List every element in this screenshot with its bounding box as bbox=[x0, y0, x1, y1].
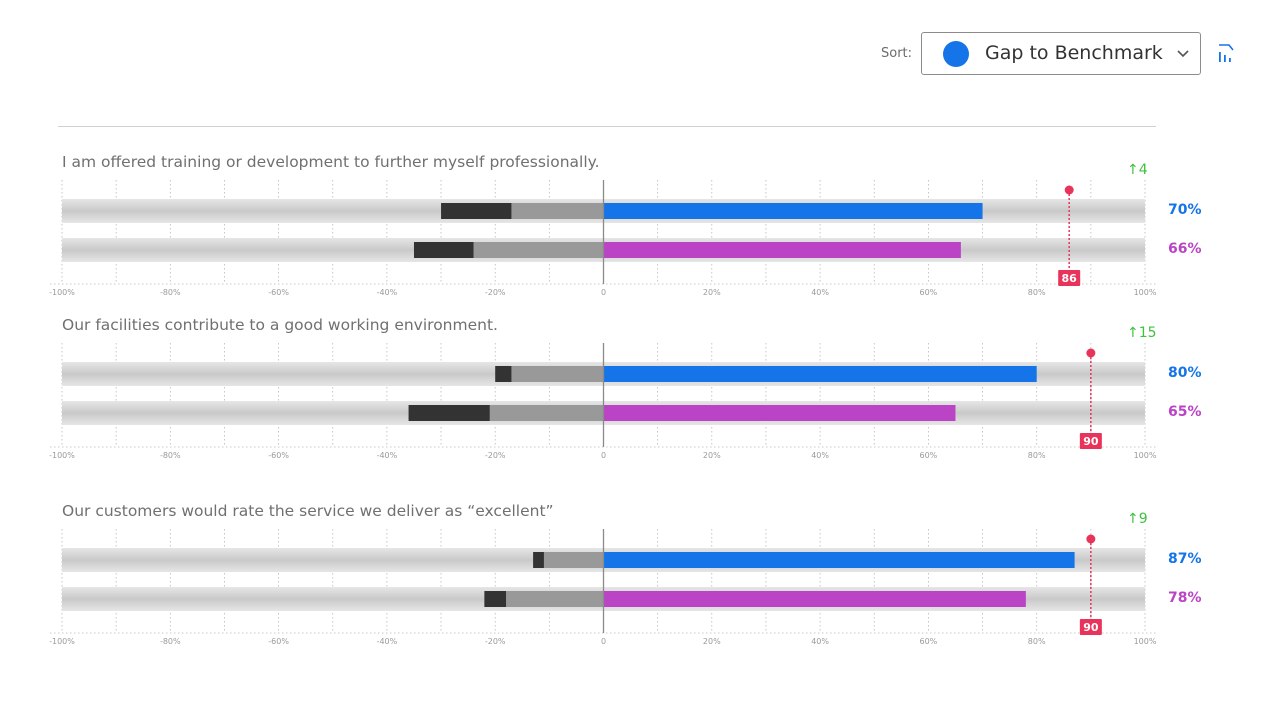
tick-label: 60% bbox=[920, 637, 938, 646]
tick-label: -80% bbox=[160, 637, 181, 646]
tick-label: 0 bbox=[601, 637, 606, 646]
negative-bar-strong bbox=[441, 203, 512, 219]
question-title: Our facilities contribute to a good work… bbox=[62, 316, 498, 334]
tick-label: -100% bbox=[49, 451, 75, 460]
benchmark-badge bbox=[1058, 270, 1081, 286]
sort-label: Sort: bbox=[881, 46, 913, 61]
trend-indicator: ↑4 bbox=[1127, 162, 1148, 178]
negative-bar-strong bbox=[495, 366, 512, 382]
positive-bar bbox=[603, 591, 1026, 607]
percentage-label: 66% bbox=[1168, 241, 1202, 257]
percentage-label: 65% bbox=[1168, 404, 1202, 420]
tick-label: 100% bbox=[1134, 637, 1157, 646]
benchmark-badge bbox=[1079, 433, 1102, 449]
negative-bar-light bbox=[489, 405, 604, 421]
benchmark-marker bbox=[1086, 348, 1096, 358]
positive-bar bbox=[603, 366, 1037, 382]
sort-dropdown[interactable]: Gap to Benchmark bbox=[921, 32, 1201, 75]
benchmark-badge bbox=[1079, 619, 1102, 635]
tick-label: 80% bbox=[1028, 637, 1046, 646]
tick-label: -60% bbox=[268, 637, 289, 646]
benchmark-marker bbox=[1086, 534, 1096, 544]
tick-label: 20% bbox=[703, 451, 721, 460]
negative-bar-light bbox=[543, 552, 604, 568]
negative-bar-strong bbox=[413, 242, 474, 258]
tick-label: 40% bbox=[811, 451, 829, 460]
negative-bar-strong bbox=[484, 591, 507, 607]
positive-bar bbox=[603, 242, 961, 258]
tick-label: -60% bbox=[268, 451, 289, 460]
tick-label: -100% bbox=[49, 288, 75, 297]
tick-label: -40% bbox=[377, 451, 398, 460]
negative-bar-light bbox=[473, 242, 604, 258]
tick-label: -60% bbox=[268, 288, 289, 297]
tick-label: -20% bbox=[485, 451, 506, 460]
tick-label: 40% bbox=[811, 637, 829, 646]
percentage-label: 70% bbox=[1168, 202, 1202, 218]
negative-bar-strong bbox=[533, 552, 544, 568]
tick-label: -20% bbox=[485, 288, 506, 297]
tick-label: 60% bbox=[920, 451, 938, 460]
tick-label: -80% bbox=[160, 451, 181, 460]
tick-label: 80% bbox=[1028, 451, 1046, 460]
tick-label: 0 bbox=[601, 288, 606, 297]
positive-bar bbox=[603, 552, 1075, 568]
negative-bar-light bbox=[511, 366, 604, 382]
section-divider bbox=[58, 126, 1156, 127]
tick-label: 20% bbox=[703, 288, 721, 297]
percentage-label: 80% bbox=[1168, 365, 1202, 381]
negative-bar-light bbox=[506, 591, 604, 607]
tick-label: -40% bbox=[377, 637, 398, 646]
benchmark-marker bbox=[1064, 185, 1074, 195]
tick-label: -100% bbox=[49, 637, 75, 646]
tick-label: -40% bbox=[377, 288, 398, 297]
tick-label: -80% bbox=[160, 288, 181, 297]
percentage-label: 87% bbox=[1168, 551, 1202, 567]
sort-color-dot bbox=[943, 41, 969, 67]
bar-chart: -100% -80% -60% -40% -20% 0 20% 40% 60% 80% 100% 90 bbox=[49, 529, 1157, 646]
sort-direction-icon[interactable] bbox=[1217, 42, 1235, 64]
negative-bar-strong bbox=[408, 405, 490, 421]
bar-chart: -100% -80% -60% -40% -20% 0 20% 40% 60% 80% 100% 86 bbox=[49, 180, 1157, 297]
tick-label: -20% bbox=[485, 637, 506, 646]
benchmark-value: 90 bbox=[1083, 435, 1099, 448]
chevron-down-icon bbox=[1177, 50, 1189, 58]
tick-label: 60% bbox=[920, 288, 938, 297]
question-title: I am offered training or development to … bbox=[62, 153, 600, 171]
question-title: Our customers would rate the service we … bbox=[62, 502, 554, 520]
negative-bar-light bbox=[511, 203, 604, 219]
benchmark-value: 90 bbox=[1083, 621, 1099, 634]
trend-indicator: ↑9 bbox=[1127, 511, 1148, 527]
tick-label: 100% bbox=[1134, 288, 1157, 297]
benchmark-value: 86 bbox=[1062, 272, 1078, 285]
tick-label: 100% bbox=[1134, 451, 1157, 460]
tick-label: 0 bbox=[601, 451, 606, 460]
percentage-label: 78% bbox=[1168, 590, 1202, 606]
tick-label: 20% bbox=[703, 637, 721, 646]
tick-label: 40% bbox=[811, 288, 829, 297]
positive-bar bbox=[603, 405, 956, 421]
bar-chart: -100% -80% -60% -40% -20% 0 20% 40% 60% 80% 100% 90 bbox=[49, 343, 1157, 460]
positive-bar bbox=[603, 203, 983, 219]
trend-indicator: ↑15 bbox=[1127, 325, 1157, 341]
tick-label: 80% bbox=[1028, 288, 1046, 297]
sort-selected-value: Gap to Benchmark bbox=[985, 42, 1163, 64]
